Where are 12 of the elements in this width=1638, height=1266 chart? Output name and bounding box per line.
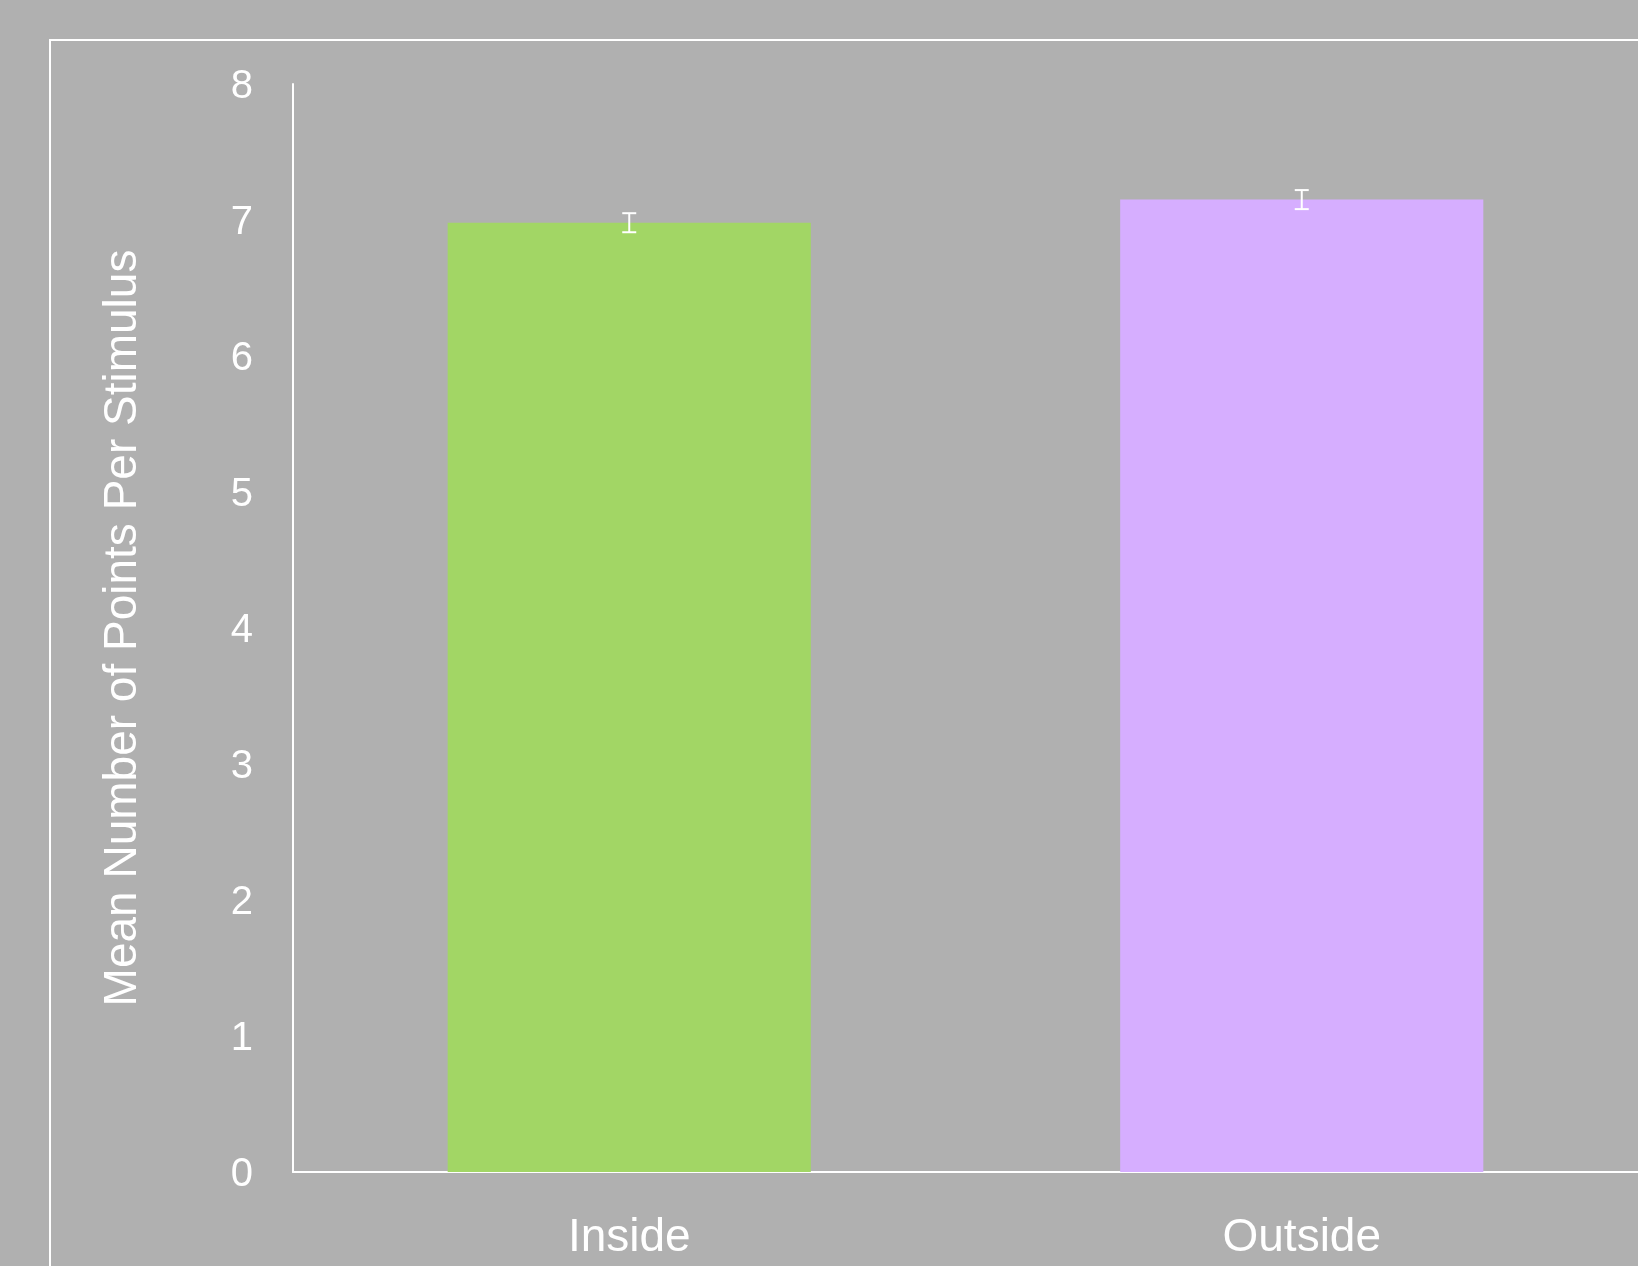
y-tick-label: 6 — [230, 334, 253, 378]
x-tick-label: Outside — [1222, 1209, 1382, 1261]
y-tick-label: 2 — [230, 878, 253, 922]
x-tick-label: Inside — [567, 1209, 691, 1261]
y-tick-label: 1 — [230, 1014, 253, 1058]
y-tick-label: 3 — [230, 742, 253, 786]
y-tick-label: 5 — [230, 470, 253, 514]
y-tick-label: 7 — [230, 198, 253, 242]
y-tick-label: 4 — [230, 606, 253, 650]
y-tick-label: 8 — [230, 62, 253, 106]
y-axis-title: Mean Number of Points Per Stimulus — [94, 249, 146, 1007]
y-tick-label: 0 — [230, 1150, 253, 1194]
